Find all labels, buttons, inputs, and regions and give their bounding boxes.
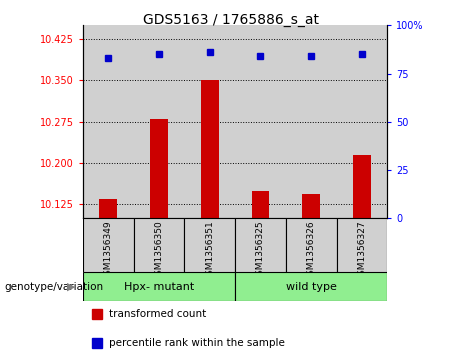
- Text: genotype/variation: genotype/variation: [5, 282, 104, 292]
- Text: GSM1356349: GSM1356349: [104, 220, 113, 281]
- Bar: [83, 25, 134, 218]
- Text: transformed count: transformed count: [109, 309, 207, 319]
- Bar: [83, 272, 235, 301]
- Bar: [286, 25, 337, 218]
- Text: percentile rank within the sample: percentile rank within the sample: [109, 338, 285, 348]
- Bar: [286, 218, 337, 272]
- Bar: [235, 272, 387, 301]
- Text: GSM1356327: GSM1356327: [357, 220, 366, 281]
- Bar: [235, 25, 286, 218]
- Text: wild type: wild type: [286, 282, 337, 292]
- Text: GDS5163 / 1765886_s_at: GDS5163 / 1765886_s_at: [142, 13, 319, 27]
- Bar: [134, 25, 184, 218]
- Text: ▶: ▶: [67, 282, 76, 292]
- Bar: [184, 218, 235, 272]
- Bar: [201, 80, 219, 218]
- Text: GSM1356326: GSM1356326: [307, 220, 316, 281]
- Text: GSM1356351: GSM1356351: [205, 220, 214, 281]
- Bar: [337, 218, 387, 272]
- Text: Hpx- mutant: Hpx- mutant: [124, 282, 194, 292]
- Bar: [134, 218, 184, 272]
- Bar: [100, 199, 117, 218]
- Bar: [83, 218, 134, 272]
- Text: GSM1356350: GSM1356350: [154, 220, 164, 281]
- Bar: [353, 155, 371, 218]
- Bar: [252, 191, 269, 218]
- Bar: [184, 25, 235, 218]
- Bar: [302, 194, 320, 218]
- Bar: [337, 25, 387, 218]
- Bar: [235, 218, 286, 272]
- Bar: [150, 119, 168, 218]
- Text: GSM1356325: GSM1356325: [256, 220, 265, 281]
